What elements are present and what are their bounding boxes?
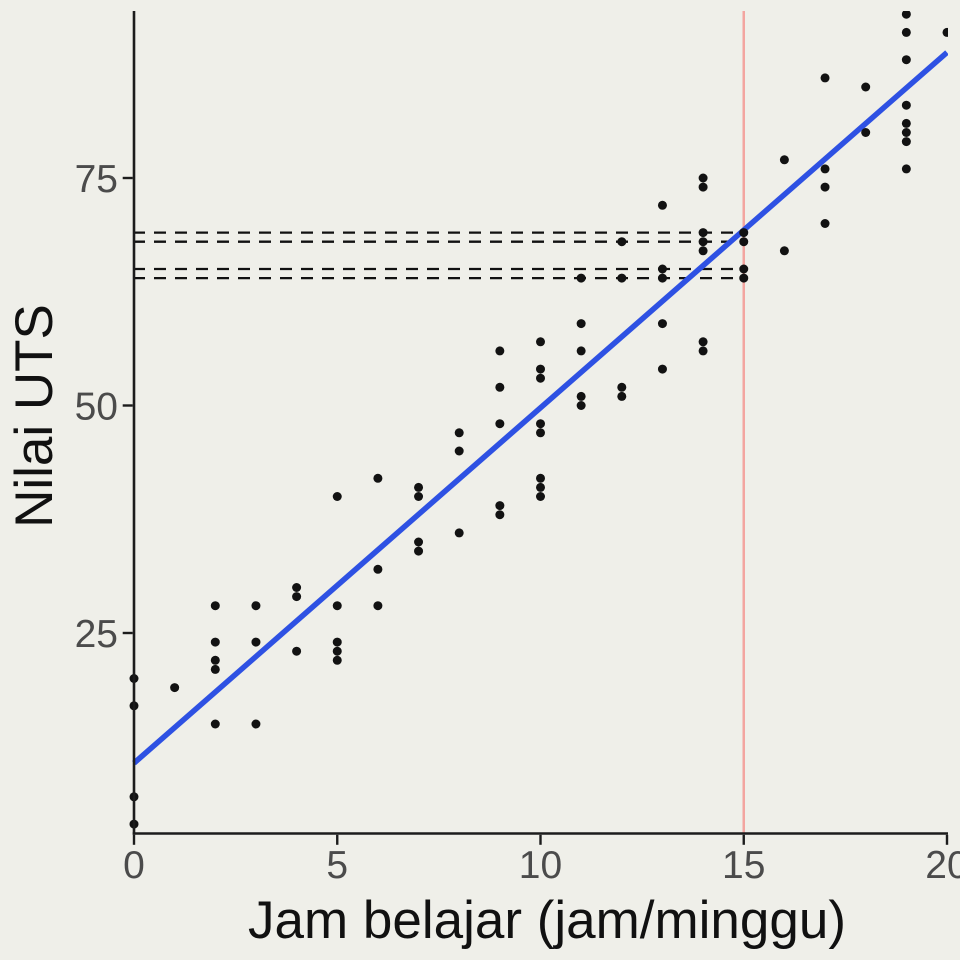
data-point	[617, 237, 627, 247]
data-point	[698, 182, 708, 192]
data-point	[210, 601, 220, 611]
data-point	[454, 528, 464, 538]
data-point	[292, 583, 302, 592]
data-point	[536, 428, 545, 438]
data-point	[414, 482, 424, 492]
data-point	[536, 337, 545, 347]
data-point	[576, 346, 586, 356]
data-point	[617, 382, 627, 392]
x-tick-label: 20	[925, 844, 960, 887]
data-point	[657, 364, 667, 374]
data-point	[657, 200, 667, 210]
data-point	[779, 155, 789, 165]
data-point	[657, 319, 667, 329]
data-point	[332, 601, 342, 611]
data-point	[536, 364, 545, 374]
data-point	[901, 55, 911, 65]
data-point	[292, 646, 302, 656]
data-point	[739, 237, 749, 247]
data-point	[739, 228, 749, 238]
data-point	[657, 264, 667, 274]
data-point	[576, 391, 586, 401]
data-point	[414, 537, 424, 547]
data-point	[698, 346, 708, 356]
data-point	[901, 27, 911, 37]
data-point	[210, 664, 220, 674]
data-point	[210, 637, 220, 647]
data-point	[536, 482, 545, 492]
x-tick-label: 0	[123, 844, 145, 887]
data-point	[698, 228, 708, 238]
data-point	[495, 501, 505, 511]
data-point	[495, 382, 505, 392]
y-tick-label: 50	[75, 386, 118, 429]
data-point	[454, 428, 464, 438]
data-point	[210, 719, 220, 729]
data-point	[617, 391, 627, 401]
y-axis-title: Nilai UTS	[5, 304, 64, 528]
data-point	[901, 164, 911, 174]
data-point	[292, 592, 302, 602]
data-point	[414, 492, 424, 501]
data-point	[251, 719, 261, 729]
data-point	[332, 646, 342, 656]
data-point	[536, 492, 545, 501]
data-point	[901, 118, 911, 128]
data-point	[495, 419, 505, 429]
data-point	[779, 246, 789, 256]
data-point	[698, 337, 708, 347]
data-point	[698, 237, 708, 247]
data-point	[332, 655, 342, 665]
data-point	[332, 492, 342, 501]
data-point	[820, 182, 830, 192]
data-point	[657, 273, 667, 283]
data-point	[495, 510, 505, 520]
data-point	[495, 346, 505, 356]
data-point	[373, 601, 383, 611]
axes: 0 5 10 15 20 25 50 75	[75, 11, 960, 887]
data-point	[576, 273, 586, 283]
data-point	[861, 128, 871, 137]
data-point	[617, 273, 627, 283]
data-point	[536, 419, 545, 429]
regression-line	[132, 50, 948, 766]
data-point	[820, 73, 830, 83]
y-tick-label: 75	[75, 158, 118, 201]
data-point	[373, 473, 383, 483]
data-point	[698, 173, 708, 183]
data-point	[576, 319, 586, 329]
data-point	[414, 546, 424, 556]
data-point	[576, 401, 586, 410]
data-point	[739, 273, 749, 283]
data-point	[373, 564, 383, 574]
y-tick-label: 25	[75, 613, 118, 656]
x-tick-label: 5	[326, 844, 348, 887]
data-point	[901, 11, 911, 19]
data-point	[251, 637, 261, 647]
data-point	[942, 27, 948, 37]
data-point	[901, 128, 911, 137]
data-point	[820, 164, 830, 174]
data-point	[820, 219, 830, 228]
data-point	[901, 100, 911, 110]
data-point	[536, 473, 545, 483]
data-point	[332, 637, 342, 647]
x-tick-label: 15	[722, 844, 765, 887]
data-point	[739, 264, 749, 274]
data-point	[698, 246, 708, 256]
data-point	[861, 82, 871, 92]
data-point	[454, 446, 464, 456]
x-tick-label: 10	[519, 844, 562, 887]
panel-layers	[129, 11, 948, 834]
data-point	[210, 655, 220, 665]
data-point	[536, 373, 545, 383]
data-point	[251, 601, 261, 611]
data-point	[170, 683, 180, 693]
x-axis-title: Jam belajar (jam/minggu)	[248, 891, 846, 950]
data-point	[901, 137, 911, 147]
